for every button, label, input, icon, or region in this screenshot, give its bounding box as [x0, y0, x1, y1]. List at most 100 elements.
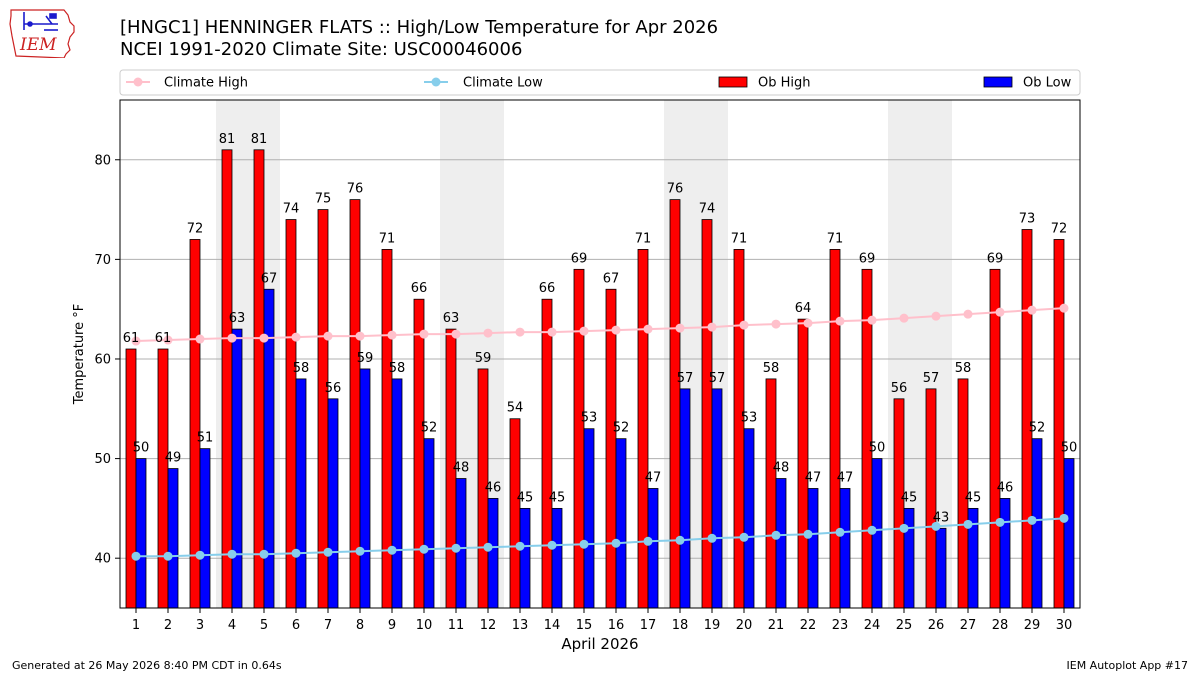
plot-frame	[119, 99, 1081, 609]
ob-high-label: 71	[635, 231, 652, 246]
legend-box	[119, 69, 1081, 96]
climate-low-point	[451, 543, 461, 553]
climate-low-line	[136, 517, 1065, 558]
app-credit: IEM Autoplot App #17	[1066, 659, 1189, 672]
ob-low-label: 58	[293, 361, 310, 376]
x-axis-label: April 2026	[561, 635, 638, 653]
ob-high-bar	[925, 388, 937, 609]
ob-high-label: 54	[507, 401, 524, 416]
ob-high-bar	[509, 418, 521, 609]
chart-title: [HNGC1] HENNINGER FLATS :: High/Low Temp…	[120, 17, 719, 38]
x-tick-label: 5	[260, 618, 268, 633]
climate-high-point	[803, 318, 813, 328]
x-tick-label: 1	[132, 618, 140, 633]
climate-high-point	[611, 325, 621, 335]
x-tick-label: 25	[896, 618, 913, 633]
climate-high-line	[135, 307, 1065, 343]
ob-low-label: 45	[901, 490, 918, 505]
climate-low-point	[355, 546, 365, 556]
ob-low-label: 48	[773, 461, 790, 476]
legend-climate-high-marker	[133, 77, 143, 87]
generated-timestamp: Generated at 26 May 2026 8:40 PM CDT in …	[12, 659, 282, 672]
ob-low-bar	[487, 498, 499, 609]
y-tick-label: 50	[94, 452, 111, 467]
x-tick-label: 24	[864, 618, 881, 633]
climate-low-point	[131, 551, 141, 561]
ob-low-label: 59	[357, 351, 374, 366]
ob-high-label: 81	[219, 132, 236, 147]
ob-high-label: 67	[603, 271, 620, 286]
x-tick-label: 23	[832, 618, 849, 633]
climate-high-point	[963, 309, 973, 319]
ob-low-label: 51	[197, 431, 214, 446]
climate-high-point	[195, 334, 205, 344]
climate-low-point	[291, 548, 301, 558]
ob-high-label: 58	[955, 361, 972, 376]
climate-high-point	[451, 329, 461, 339]
y-tick-label: 40	[94, 552, 111, 567]
ob-low-bar	[903, 507, 915, 609]
ob-low-bar	[807, 488, 819, 609]
climate-high-point	[131, 336, 141, 346]
ob-low-bar	[327, 398, 339, 609]
ob-high-label: 58	[763, 361, 780, 376]
ob-low-bar	[455, 478, 467, 609]
climate-high-point	[643, 324, 653, 334]
ob-high-bar	[573, 268, 585, 609]
ob-low-label: 48	[453, 461, 470, 476]
ob-low-bar	[743, 428, 755, 609]
x-tick-label: 7	[324, 618, 332, 633]
ob-high-bar	[1053, 239, 1065, 609]
ob-high-bar	[253, 149, 265, 609]
climate-low-point	[643, 536, 653, 546]
climate-low-point	[547, 540, 557, 550]
ob-high-label: 75	[315, 192, 332, 207]
x-tick-label: 11	[448, 618, 465, 633]
climate-low-point	[867, 525, 877, 535]
ob-high-bar	[989, 268, 1001, 609]
climate-high-point	[867, 315, 877, 325]
ob-low-bar	[839, 488, 851, 609]
x-tick-label: 10	[416, 618, 433, 633]
ob-high-bar	[637, 249, 649, 609]
ob-low-bar	[199, 448, 211, 609]
climate-high-point	[579, 326, 589, 336]
climate-low-point	[419, 544, 429, 554]
x-tick-label: 26	[928, 618, 945, 633]
ob-high-bar	[157, 348, 169, 609]
ob-high-label: 71	[379, 231, 396, 246]
ob-high-label: 63	[443, 311, 460, 326]
ob-low-bar	[999, 498, 1011, 609]
ob-low-label: 53	[581, 411, 598, 426]
climate-high-point	[771, 319, 781, 329]
ob-high-label: 59	[475, 351, 492, 366]
ob-low-bar	[1063, 458, 1075, 609]
climate-low-point	[515, 541, 525, 551]
ob-high-label: 74	[283, 202, 300, 217]
ob-low-label: 45	[549, 490, 566, 505]
legend-climate-low-marker	[431, 77, 441, 87]
x-tick-label: 8	[356, 618, 364, 633]
ob-low-bar	[359, 368, 371, 609]
x-tick-label: 21	[768, 618, 785, 633]
climate-low-point	[1059, 513, 1069, 523]
legend-label: Ob High	[758, 76, 811, 91]
ob-low-label: 47	[837, 470, 854, 485]
ob-low-label: 43	[933, 510, 950, 525]
ob-high-bar	[765, 378, 777, 609]
ob-low-label: 50	[869, 441, 886, 456]
climate-low-point	[707, 533, 717, 543]
x-tick-label: 13	[512, 618, 529, 633]
climate-high-point	[835, 316, 845, 326]
climate-high-point	[739, 320, 749, 330]
legend-ob-low-swatch	[983, 76, 1013, 88]
ob-high-bar	[1021, 229, 1033, 609]
ob-low-label: 52	[421, 421, 438, 436]
ob-high-bar	[605, 288, 617, 609]
ob-high-bar	[733, 249, 745, 609]
climate-high-point	[1027, 305, 1037, 315]
ob-high-label: 64	[795, 301, 812, 316]
ob-low-label: 53	[741, 411, 758, 426]
